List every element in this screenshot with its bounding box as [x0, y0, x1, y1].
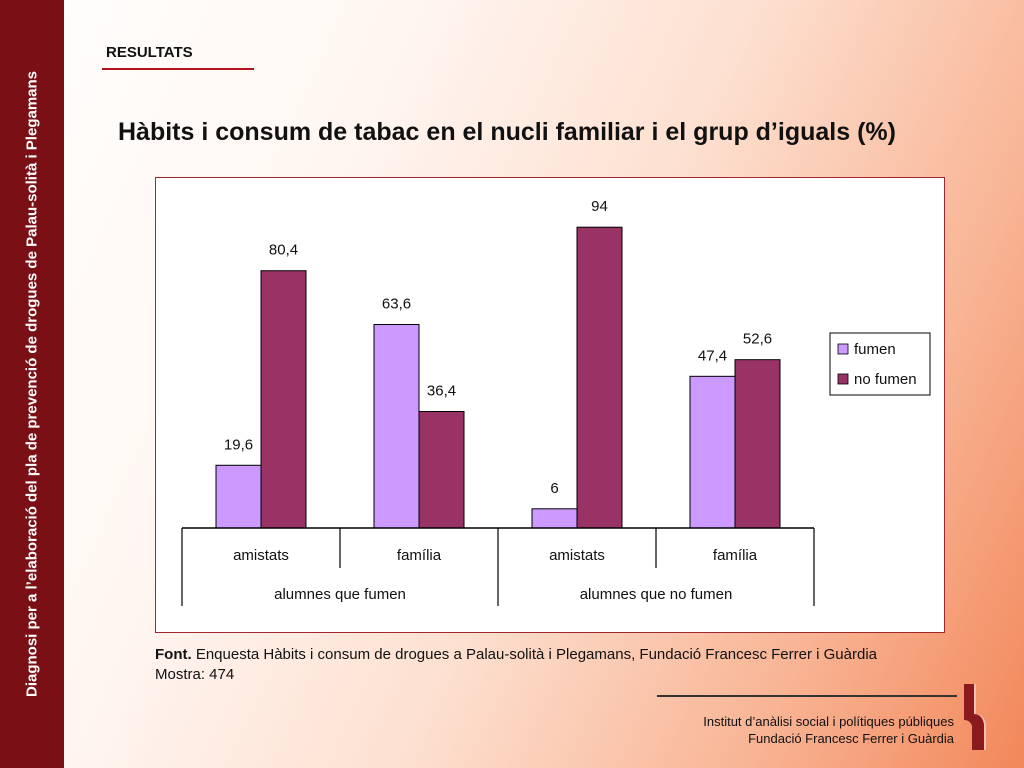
- legend-swatch: [837, 373, 849, 385]
- bar-no-fumen-0: [260, 270, 307, 529]
- group-label: alumnes que fumen: [274, 586, 406, 603]
- legend-label: fumen: [854, 341, 896, 358]
- legend-box: [829, 332, 931, 396]
- bar-fumen-3: [689, 375, 736, 529]
- chart-frame: 19,6 80,4 amistats 63,6 36,4 família 6 94 amista…: [155, 177, 945, 633]
- data-label: 47,4: [698, 347, 727, 364]
- bar-no-fumen-3: [734, 359, 781, 529]
- page-title: Hàbits i consum de tabac en el nucli fam…: [118, 118, 896, 146]
- bar-no-fumen-1: [418, 411, 465, 529]
- data-label: 94: [591, 198, 608, 215]
- legend-label: no fumen: [854, 371, 917, 388]
- bar-fumen-1: [373, 323, 420, 529]
- data-label: 63,6: [382, 295, 411, 312]
- bar-no-fumen-2: [576, 226, 623, 529]
- category-label: família: [397, 547, 442, 564]
- footer-rule: [657, 695, 957, 697]
- bar-chart: 19,6 80,4 amistats 63,6 36,4 família 6 94 amista…: [181, 198, 931, 606]
- footer-institute: Institut d’anàlisi social i polítiques p…: [703, 714, 954, 729]
- footer-credits: Institut d’anàlisi social i polítiques p…: [703, 713, 954, 747]
- bar-fumen-2: [531, 508, 578, 529]
- bar-fumen-0: [215, 464, 262, 529]
- source-line: Font. Enquesta Hàbits i consum de drogue…: [155, 645, 877, 665]
- side-band-title: Diagnosi per a l’elaboració del pla de p…: [23, 70, 41, 698]
- category-label: família: [713, 547, 758, 564]
- source-text: Enquesta Hàbits i consum de drogues a Pa…: [191, 646, 877, 663]
- data-label: 52,6: [743, 331, 772, 348]
- data-label: 36,4: [427, 383, 456, 400]
- category-label: amistats: [549, 547, 605, 564]
- sample-size: Mostra: 474: [155, 666, 235, 683]
- footer-foundation: Fundació Francesc Ferrer i Guàrdia: [748, 731, 954, 746]
- source-prefix: Font.: [155, 646, 192, 663]
- side-band: Diagnosi per a l’elaboració del pla de p…: [0, 0, 64, 768]
- data-label: 80,4: [269, 242, 298, 259]
- group-label: alumnes que no fumen: [580, 586, 733, 603]
- institute-logo-icon: [964, 684, 986, 750]
- section-underline: [102, 68, 254, 70]
- section-label: RESULTATS: [106, 44, 193, 61]
- data-label: 19,6: [224, 436, 253, 453]
- data-label: 6: [550, 480, 558, 497]
- source-note: Font. Enquesta Hàbits i consum de drogue…: [155, 645, 877, 685]
- legend-swatch: [837, 343, 849, 355]
- category-label: amistats: [233, 547, 289, 564]
